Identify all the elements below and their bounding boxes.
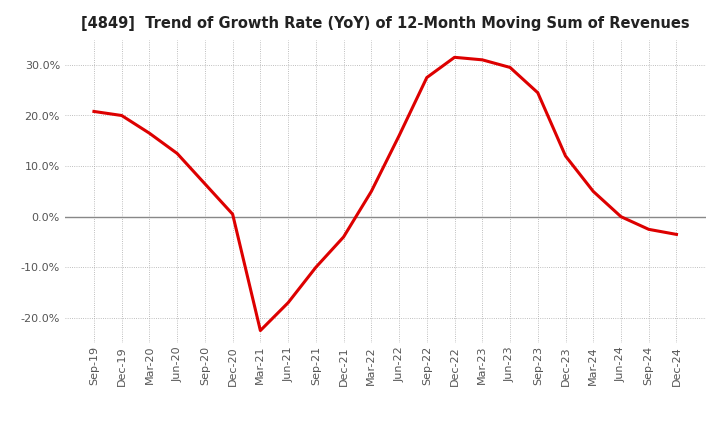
Title: [4849]  Trend of Growth Rate (YoY) of 12-Month Moving Sum of Revenues: [4849] Trend of Growth Rate (YoY) of 12-… [81,16,690,32]
